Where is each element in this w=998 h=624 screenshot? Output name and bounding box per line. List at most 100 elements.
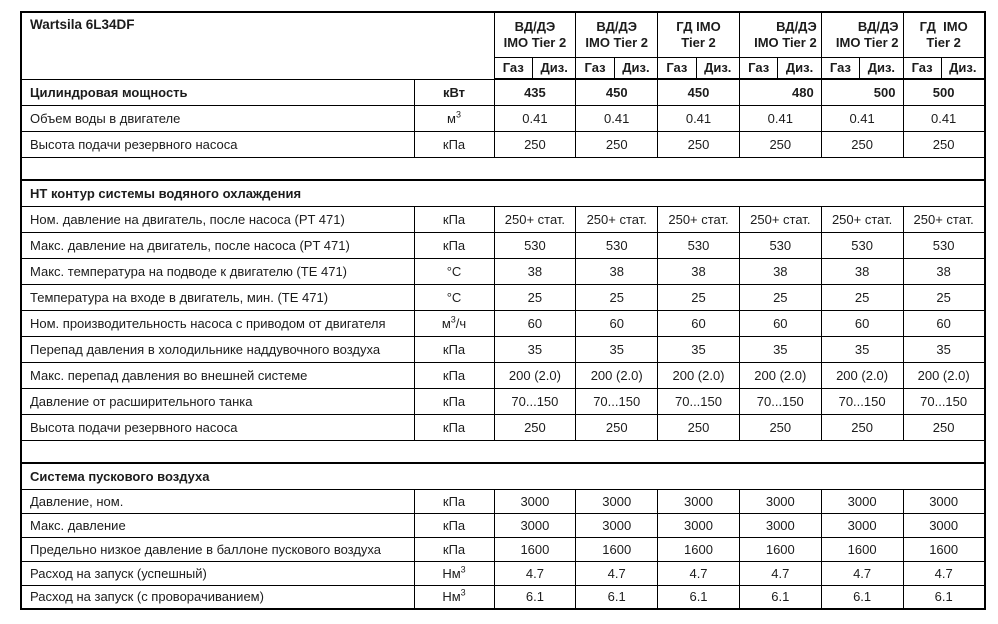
value-cell-group-3: 70...150	[657, 387, 740, 415]
value-cell-group-2: 530	[575, 231, 659, 259]
value-cell-group-2: 250	[575, 130, 659, 158]
unit-cell: кПа	[413, 536, 495, 562]
value-cell-group-5: 250+ стат.	[820, 205, 904, 233]
table-row: Температура на входе в двигатель, мин. (…	[20, 283, 986, 311]
table-row: Макс. температура на подводе к двигателю…	[20, 257, 986, 285]
engine-variant-header-row: Wartsila 6L34DF ВД/ДЭ IMO Tier 2 ВД/ДЭ IMO …	[20, 11, 986, 80]
value-cell-group-1: 25	[493, 283, 577, 311]
section-header: НТ контур системы водяного охлаждения	[20, 179, 986, 207]
value-cell-group-4: 1600	[738, 536, 822, 562]
unit-cell: Нм3	[413, 560, 495, 586]
value-cell-group-2: 35	[575, 335, 659, 363]
column-group-header-5: ВД/ДЭ IMO Tier 2	[820, 11, 904, 58]
value-cell-group-1: 60	[493, 309, 577, 337]
value-cell-group-6: 200 (2.0)	[902, 361, 986, 389]
value-cell-group-4: 3000	[738, 512, 822, 538]
value-cell-group-6: 3000	[902, 488, 986, 514]
row-label: Макс. давление на двигатель, после насос…	[20, 231, 415, 259]
fuel-mode-header-row: Газ Диз. Газ Диз. Газ Диз. Газ Диз. Газ Диз. Газ Ди…	[21, 56, 986, 80]
value-cell-group-1: 200 (2.0)	[493, 361, 577, 389]
row-label: Высота подачи резервного насоса	[20, 413, 415, 441]
column-group-header-6: ГД IMO Tier 2	[902, 11, 986, 58]
value-cell-group-4: 60	[738, 309, 822, 337]
table-row: Давление от расширительного танка кПа 70..…	[20, 387, 986, 415]
value-cell-group-6: 1600	[902, 536, 986, 562]
row-label: Макс. перепад давления во внешней систем…	[20, 361, 415, 389]
value-cell-group-4: 70...150	[738, 387, 822, 415]
fuel-subheader-group-1: Газ Диз.	[493, 56, 577, 80]
value-cell-group-3: 0.41	[657, 104, 740, 132]
spacer-row	[20, 156, 986, 181]
value-cell-group-3: 250	[657, 130, 740, 158]
value-cell-group-2: 200 (2.0)	[575, 361, 659, 389]
value-cell-group-2: 25	[575, 283, 659, 311]
row-label: Объем воды в двигателе	[20, 104, 415, 132]
table-row: Давление, ном. кПа 3000 3000 3000 3000 3000 300…	[20, 488, 986, 514]
unit-cell: кПа	[413, 387, 495, 415]
value-cell-group-5: 4.7	[820, 560, 904, 586]
table-row: Расход на запуск (с проворачиванием) Нм3 6…	[20, 584, 986, 610]
value-cell-group-3: 38	[657, 257, 740, 285]
value-cell-group-2: 6.1	[575, 584, 659, 610]
value-cell-group-5: 3000	[820, 488, 904, 514]
table-row: Макс. давление кПа 3000 3000 3000 3000 3000 300…	[20, 512, 986, 538]
value-cell-group-4: 6.1	[738, 584, 822, 610]
value-cell-group-3: 530	[657, 231, 740, 259]
fuel-label-diesel: Диз.	[695, 58, 739, 77]
value-cell-group-3: 250+ стат.	[657, 205, 740, 233]
value-cell-group-4: 530	[738, 231, 822, 259]
engine-spec-table: Wartsila 6L34DF ВД/ДЭ IMO Tier 2 ВД/ДЭ IMO …	[20, 11, 986, 610]
value-cell-group-1: 250+ стат.	[493, 205, 577, 233]
value-cell-group-5: 250	[820, 413, 904, 441]
row-label: Расход на запуск (успешный)	[20, 560, 415, 586]
table-row: Ном. производительность насоса с приводо…	[20, 309, 986, 337]
fuel-label-gas: Газ	[911, 59, 933, 75]
value-cell-group-5: 38	[820, 257, 904, 285]
value-cell-group-6: 60	[902, 309, 986, 337]
section-header-row: НТ контур системы водяного охлаждения	[20, 179, 986, 207]
fuel-label-gas: Газ	[829, 59, 851, 75]
fuel-label-diesel: Диз.	[532, 58, 575, 77]
value-cell-group-5: 500	[820, 78, 904, 106]
value-cell-group-2: 4.7	[575, 560, 659, 586]
table-body: Цилиндровая мощность кВт 435 450 450 480 500 50…	[20, 78, 986, 610]
unit-cell: м3/ч	[413, 309, 495, 337]
value-cell-group-2: 3000	[575, 488, 659, 514]
column-group-header-3: ГД IMO Tier 2	[657, 11, 740, 58]
unit-cell: °C	[413, 257, 495, 285]
value-cell-group-4: 4.7	[738, 560, 822, 586]
table-row: Перепад давления в холодильнике наддувоч…	[20, 335, 986, 363]
section-header: Система пускового воздуха	[20, 462, 986, 490]
value-cell-group-2: 3000	[575, 512, 659, 538]
column-group-header-4: ВД/ДЭ IMO Tier 2	[738, 11, 822, 58]
value-cell-group-3: 60	[657, 309, 740, 337]
value-cell-group-5: 35	[820, 335, 904, 363]
value-cell-group-1: 6.1	[493, 584, 577, 610]
table-row: Расход на запуск (успешный) Нм3 4.7 4.7 4.7 4…	[20, 560, 986, 586]
value-cell-group-1: 3000	[493, 512, 577, 538]
value-cell-group-6: 0.41	[902, 104, 986, 132]
value-cell-group-5: 250	[820, 130, 904, 158]
value-cell-group-5: 60	[820, 309, 904, 337]
unit-cell: кПа	[413, 130, 495, 158]
value-cell-group-6: 500	[902, 78, 986, 106]
fuel-label-gas: Газ	[584, 59, 606, 75]
section-header-row: Система пускового воздуха	[20, 462, 986, 490]
unit-cell: °C	[413, 283, 495, 311]
value-cell-group-1: 35	[493, 335, 577, 363]
fuel-label-diesel: Диз.	[777, 58, 820, 77]
fuel-subheader-group-3: Газ Диз.	[657, 56, 740, 80]
row-label: Температура на входе в двигатель, мин. (…	[20, 283, 415, 311]
unit-cell: кПа	[413, 512, 495, 538]
unit-cell: м3	[413, 104, 495, 132]
unit-cell: кВт	[413, 78, 495, 106]
value-cell-group-3: 200 (2.0)	[657, 361, 740, 389]
value-cell-group-5: 530	[820, 231, 904, 259]
value-cell-group-6: 530	[902, 231, 986, 259]
fuel-subheader-group-4: Газ Диз.	[738, 56, 822, 80]
value-cell-group-5: 3000	[820, 512, 904, 538]
fuel-label-gas: Газ	[666, 59, 688, 75]
value-cell-group-3: 6.1	[657, 584, 740, 610]
value-cell-group-6: 70...150	[902, 387, 986, 415]
unit-cell: кПа	[413, 413, 495, 441]
